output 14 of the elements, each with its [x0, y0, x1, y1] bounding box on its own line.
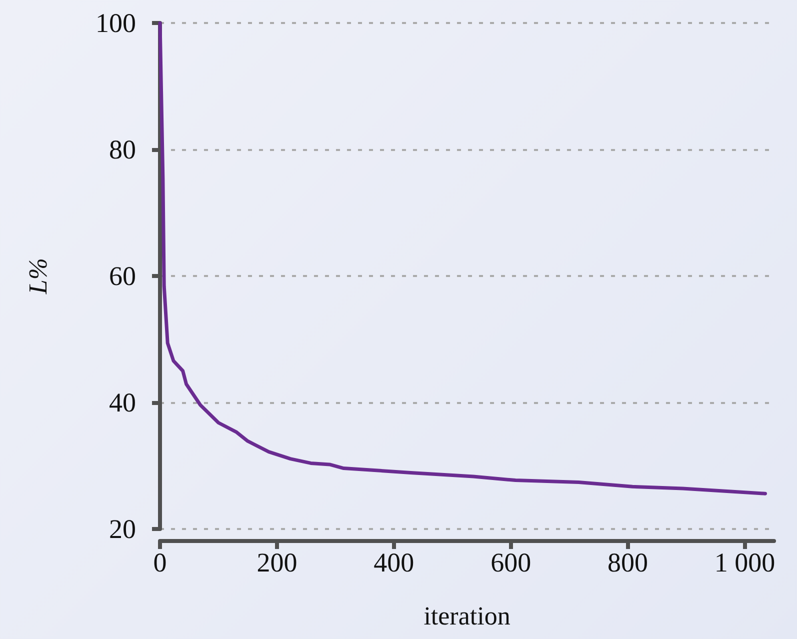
y-tick-label: 20 [109, 514, 136, 544]
line-series [158, 21, 767, 496]
y-tick-label: 80 [109, 134, 136, 164]
x-tick-label: 400 [374, 548, 414, 578]
x-tick-label: 200 [256, 548, 298, 578]
y-tick-label: 60 [109, 261, 136, 291]
x-tick-label: 800 [608, 548, 648, 578]
x-axis-title: iteration [424, 602, 510, 630]
y-tick-label: 100 [96, 8, 136, 38]
x-tick-label: 600 [490, 548, 532, 578]
x-tick-label: 1 000 [714, 548, 776, 578]
y-tick-label: 40 [109, 388, 136, 418]
y-axis-title: L% [24, 258, 52, 296]
x-tick-label: 0 [153, 548, 167, 578]
